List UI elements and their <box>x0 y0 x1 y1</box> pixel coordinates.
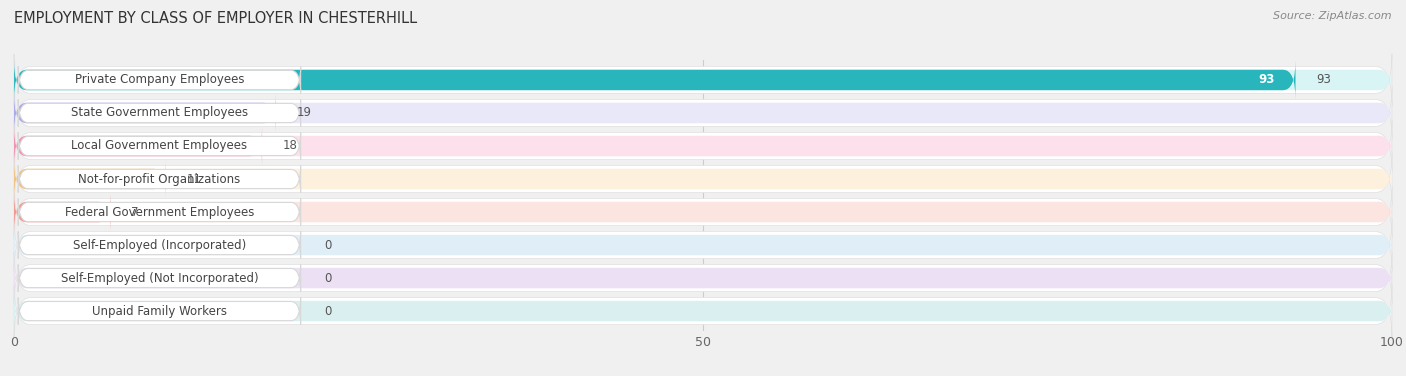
FancyBboxPatch shape <box>18 199 301 226</box>
FancyBboxPatch shape <box>14 186 1392 238</box>
FancyBboxPatch shape <box>14 87 1392 139</box>
Text: 7: 7 <box>131 206 139 218</box>
Text: 0: 0 <box>325 238 332 252</box>
FancyBboxPatch shape <box>14 126 262 165</box>
FancyBboxPatch shape <box>18 132 301 159</box>
FancyBboxPatch shape <box>18 265 301 292</box>
Text: 11: 11 <box>186 173 201 185</box>
Text: Unpaid Family Workers: Unpaid Family Workers <box>91 305 226 318</box>
FancyBboxPatch shape <box>14 292 1392 331</box>
Text: Self-Employed (Not Incorporated): Self-Employed (Not Incorporated) <box>60 271 259 285</box>
FancyBboxPatch shape <box>18 99 301 126</box>
FancyBboxPatch shape <box>14 259 1392 297</box>
FancyBboxPatch shape <box>14 226 1392 265</box>
FancyBboxPatch shape <box>18 165 301 193</box>
Text: EMPLOYMENT BY CLASS OF EMPLOYER IN CHESTERHILL: EMPLOYMENT BY CLASS OF EMPLOYER IN CHEST… <box>14 11 418 26</box>
FancyBboxPatch shape <box>14 193 111 232</box>
Text: 0: 0 <box>325 271 332 285</box>
FancyBboxPatch shape <box>14 159 166 199</box>
Text: 18: 18 <box>283 139 298 153</box>
Text: Private Company Employees: Private Company Employees <box>75 73 245 86</box>
FancyBboxPatch shape <box>18 297 301 324</box>
Text: State Government Employees: State Government Employees <box>70 106 247 120</box>
FancyBboxPatch shape <box>14 252 1392 304</box>
Text: Federal Government Employees: Federal Government Employees <box>65 206 254 218</box>
FancyBboxPatch shape <box>14 126 1392 165</box>
Text: 93: 93 <box>1316 73 1331 86</box>
FancyBboxPatch shape <box>14 219 1392 271</box>
FancyBboxPatch shape <box>14 54 1392 106</box>
FancyBboxPatch shape <box>18 67 301 94</box>
Text: Local Government Employees: Local Government Employees <box>72 139 247 153</box>
FancyBboxPatch shape <box>14 159 1392 199</box>
Text: Self-Employed (Incorporated): Self-Employed (Incorporated) <box>73 238 246 252</box>
FancyBboxPatch shape <box>14 153 1392 205</box>
FancyBboxPatch shape <box>18 232 301 259</box>
FancyBboxPatch shape <box>14 94 276 132</box>
FancyBboxPatch shape <box>14 193 1392 232</box>
Text: Source: ZipAtlas.com: Source: ZipAtlas.com <box>1274 11 1392 21</box>
FancyBboxPatch shape <box>14 94 1392 132</box>
Text: 19: 19 <box>297 106 312 120</box>
Text: Not-for-profit Organizations: Not-for-profit Organizations <box>79 173 240 185</box>
Text: 93: 93 <box>1258 73 1275 86</box>
FancyBboxPatch shape <box>14 120 1392 172</box>
FancyBboxPatch shape <box>14 61 1392 99</box>
FancyBboxPatch shape <box>14 285 1392 337</box>
Text: 0: 0 <box>325 305 332 318</box>
FancyBboxPatch shape <box>14 61 1295 99</box>
